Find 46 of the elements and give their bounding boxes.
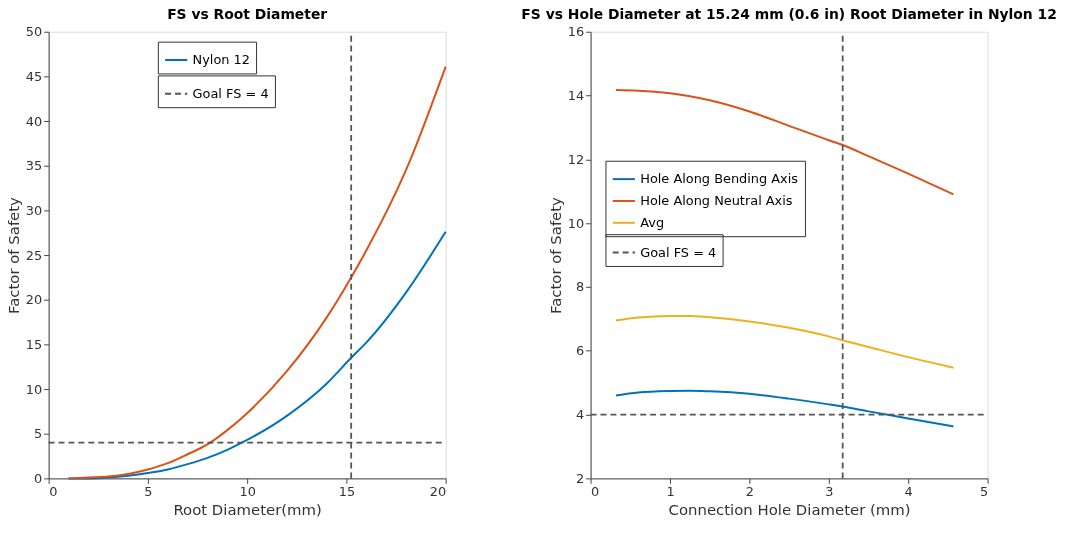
y-tick-label: 2 [575,470,585,486]
y-tick-label: 0 [33,470,43,486]
legend-label: Goal FS = 4 [640,244,717,260]
x-tick-label: 5 [979,483,989,499]
y-axis-title: Factor of Safety [4,196,23,315]
x-axis-title: Connection Hole Diameter (mm) [668,500,911,519]
x-tick-label: 1 [666,483,675,499]
x-tick-label: 5 [144,483,153,499]
x-tick-label: 4 [904,483,913,499]
y-tick-label: 5 [33,426,43,442]
line-series [614,89,955,196]
x-tick-label: 10 [239,483,256,499]
x-tick-label: 2 [745,483,754,499]
x-tick-label: 20 [429,483,447,499]
x-tick-label: 0 [591,483,600,499]
chart-title: FS vs Hole Diameter at 15.24 mm (0.6 in) Root Diameter in Nylon 12 [521,5,1057,22]
legend-label: Hole Along Bending Axis [640,171,799,187]
x-axis-title: Root Diameter(mm) [173,500,322,519]
x-tick-label: 3 [825,483,834,499]
y-tick-label: 8 [575,279,585,295]
y-tick-label: 10 [25,381,43,397]
y-tick-label: 40 [25,113,43,129]
y-tick-label: 6 [575,343,585,359]
chart-title: FS vs Root Diameter [167,5,328,22]
y-tick-label: 45 [25,68,43,84]
y-tick-label: 15 [25,336,43,352]
y-tick-label: 16 [567,24,585,40]
y-tick-label: 10 [567,215,585,231]
legend-label: Avg [640,214,665,230]
y-tick-label: 4 [575,407,585,423]
legend-label: Goal FS = 4 [192,85,269,101]
x-tick-label: 15 [338,483,356,499]
legend-label: Nylon 12 [192,51,250,67]
y-tick-label: 50 [25,24,43,40]
y-tick-label: 14 [567,88,585,103]
x-tick-label: 0 [49,483,58,499]
y-tick-label: 12 [567,151,585,167]
y-tick-label: 25 [25,247,43,263]
line-series [614,389,955,428]
y-tick-label: 35 [25,158,43,174]
line-series [67,65,447,480]
y-axis-title: Factor of Safety [546,196,565,315]
legend-label: Hole Along Neutral Axis [640,192,793,208]
line-series [614,314,955,369]
y-tick-label: 20 [25,292,43,308]
y-tick-label: 30 [25,202,43,218]
